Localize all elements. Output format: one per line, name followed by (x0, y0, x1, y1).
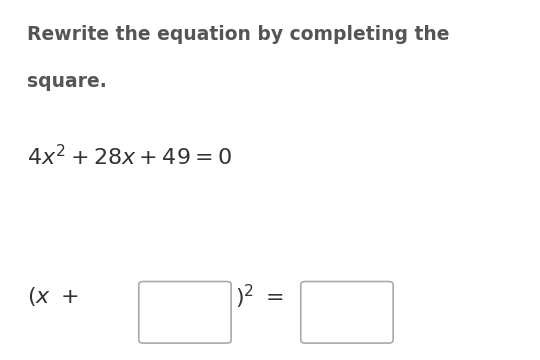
Text: $(x\ +$: $(x\ +$ (27, 285, 79, 309)
FancyBboxPatch shape (139, 282, 231, 343)
Text: $)^2\ =$: $)^2\ =$ (235, 283, 284, 311)
Text: $4x^2 + 28x + 49 = 0$: $4x^2 + 28x + 49 = 0$ (27, 144, 232, 169)
FancyBboxPatch shape (301, 282, 393, 343)
Text: square.: square. (27, 72, 107, 91)
Text: Rewrite the equation by completing the: Rewrite the equation by completing the (27, 25, 449, 44)
